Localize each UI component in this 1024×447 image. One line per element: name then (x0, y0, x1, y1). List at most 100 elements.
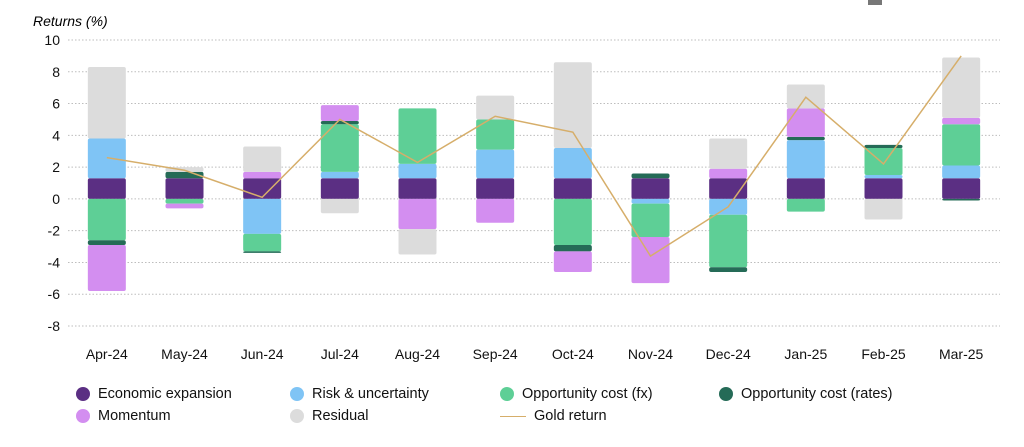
bar-segment (476, 119, 515, 150)
bar-segment (243, 178, 282, 199)
bar-segment (942, 57, 981, 118)
y-tick-label: -8 (48, 318, 61, 334)
bar-segment (476, 95, 515, 120)
x-tick-label: Mar-25 (939, 346, 984, 362)
bar-segment (553, 198, 592, 245)
x-axis-ticks: Apr-24 May-24 Jun-24 Jul-24 Aug-24 Sep-24 Oct-… (86, 346, 984, 362)
bar-segment (786, 198, 825, 212)
bar-segment (709, 267, 748, 272)
bar-segment (942, 178, 981, 199)
bar-segment (864, 144, 903, 149)
x-tick-label: Feb-25 (861, 346, 906, 362)
legend-label: Risk & uncertainty (312, 386, 429, 402)
legend-label: Residual (312, 408, 369, 424)
legend-swatch-icon (76, 387, 90, 401)
bar-segment (87, 244, 126, 292)
bar-segment (631, 203, 670, 238)
bar-segment (320, 105, 359, 122)
bar-segment (87, 178, 126, 199)
gridlines (68, 39, 1000, 327)
legend-item: Residual (290, 408, 368, 424)
x-tick-label: Dec-24 (706, 346, 751, 362)
bar-segment (320, 124, 359, 172)
bar-segment (320, 198, 359, 214)
bar-segment (87, 198, 126, 241)
bar-segment (476, 149, 515, 179)
bar-segment (864, 178, 903, 199)
bar-segment (87, 67, 126, 139)
legend-item: Opportunity cost (rates) (719, 386, 893, 402)
y-tick-label: -2 (48, 223, 61, 239)
bar-segment (553, 178, 592, 199)
bar-segment (631, 173, 670, 179)
bar-segment (942, 124, 981, 166)
legend-swatch-icon (500, 387, 514, 401)
bar-segment (320, 121, 359, 125)
legend-label: Opportunity cost (rates) (741, 386, 893, 402)
bar-segment (243, 251, 282, 253)
bar-segment (864, 175, 903, 179)
bar-segment (631, 178, 670, 199)
bar-segment (786, 108, 825, 137)
bar-segment (398, 163, 437, 179)
bar-segment (243, 198, 282, 234)
legend-label: Opportunity cost (fx) (522, 386, 653, 402)
bar-segment (786, 136, 825, 141)
y-tick-label: 2 (52, 159, 60, 175)
bar-segment (320, 171, 359, 179)
bar-segment (786, 140, 825, 179)
bar-segment (942, 165, 981, 179)
legend-swatch-icon (290, 409, 304, 423)
y-tick-label: -4 (48, 254, 61, 270)
bar-segment (87, 138, 126, 179)
bar-segment (786, 178, 825, 199)
bar-segment (165, 203, 204, 209)
legend-label: Economic expansion (98, 386, 232, 402)
bar-segment (398, 229, 437, 255)
legend-item: Economic expansion (76, 386, 232, 402)
bar-segment (243, 233, 282, 252)
bar-segment (165, 198, 204, 204)
bar-segment (476, 198, 515, 223)
y-axis-title: Returns (%) (33, 13, 108, 29)
x-tick-label: Jul-24 (321, 346, 359, 362)
gold-return-series (106, 55, 962, 258)
bar-segment (553, 251, 592, 272)
legend-item: Momentum (76, 408, 171, 424)
x-tick-label: May-24 (161, 346, 208, 362)
y-tick-label: 8 (52, 64, 60, 80)
legend-line-icon (500, 415, 526, 417)
x-tick-label: Nov-24 (628, 346, 673, 362)
y-axis-ticks: 10 8 6 4 2 0 -2 -4 -6 -8 (44, 32, 60, 334)
legend-item: Opportunity cost (fx) (500, 386, 653, 402)
bar-segment (398, 198, 437, 230)
chart: Returns (%) 10 8 6 4 2 0 -2 -4 -6 -8 Apr-24 May-24… (33, 13, 1000, 362)
x-tick-label: Jun-24 (241, 346, 284, 362)
y-tick-label: 4 (52, 127, 60, 143)
y-tick-label: 0 (52, 191, 60, 207)
x-tick-label: Oct-24 (552, 346, 594, 362)
y-tick-label: 10 (44, 32, 60, 48)
legend-swatch-icon (76, 409, 90, 423)
bar-segment (553, 62, 592, 149)
bars (87, 57, 981, 292)
legend-label: Gold return (534, 408, 607, 424)
bar-segment (398, 108, 437, 164)
x-tick-label: Sep-24 (473, 346, 518, 362)
legend-item: Gold return (500, 408, 607, 424)
bar-segment (942, 198, 981, 201)
x-tick-label: Aug-24 (395, 346, 440, 362)
y-tick-label: -6 (48, 286, 61, 302)
x-tick-label: Apr-24 (86, 346, 128, 362)
bar-segment (320, 178, 359, 199)
bar-segment (631, 198, 670, 204)
legend-label: Momentum (98, 408, 171, 424)
x-tick-label: Jan-25 (784, 346, 827, 362)
bar-segment (87, 240, 126, 245)
bar-segment (398, 178, 437, 199)
legend-swatch-icon (290, 387, 304, 401)
bar-segment (709, 168, 748, 179)
legend: Economic expansion Risk & uncertainty Oppo… (76, 386, 976, 436)
bar-segment (864, 198, 903, 220)
bar-segment (476, 178, 515, 199)
